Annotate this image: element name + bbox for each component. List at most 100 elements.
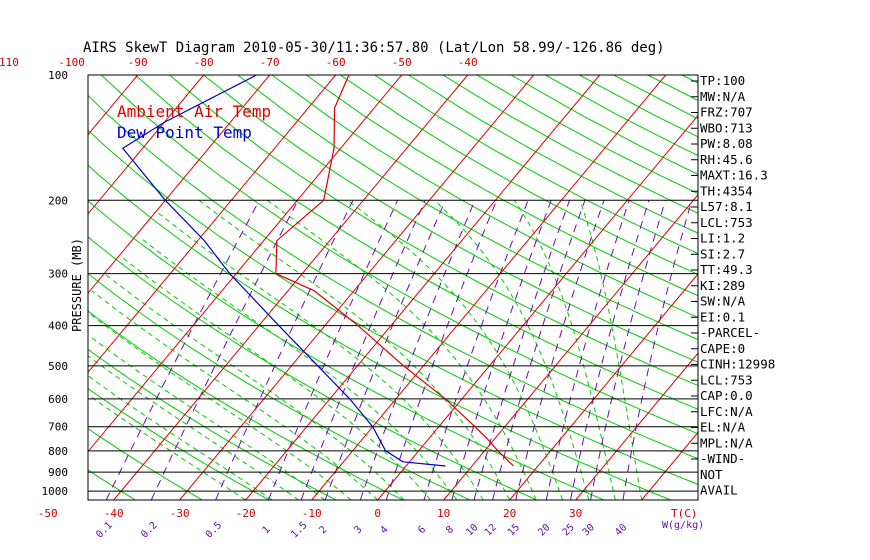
stat-item: RH:45.6 bbox=[700, 152, 753, 167]
mixing-ratio-line bbox=[359, 200, 476, 500]
top-temp-tick-label: -70 bbox=[260, 56, 280, 69]
isotherm bbox=[443, 193, 698, 500]
plot-frame bbox=[87, 74, 699, 501]
pressure-tick-label: 100 bbox=[48, 69, 68, 82]
dry-adiabat bbox=[271, 75, 698, 318]
dry-adiabat bbox=[88, 387, 270, 500]
dry-adiabat bbox=[134, 75, 698, 410]
stat-item: TT:49.3 bbox=[700, 262, 753, 277]
moist-adiabat bbox=[88, 355, 299, 500]
stat-item: AVAIL bbox=[700, 483, 738, 498]
legend-ambient-air-temp: Ambient Air Temp bbox=[117, 102, 271, 121]
stat-item: MPL:N/A bbox=[700, 435, 753, 450]
isotherm bbox=[377, 114, 698, 500]
isotherm bbox=[88, 75, 403, 453]
profile-layer bbox=[121, 75, 514, 467]
pressure-tick-label: 700 bbox=[48, 421, 68, 434]
mixing-ratio-line bbox=[105, 200, 260, 500]
top-temp-tick-label: -40 bbox=[458, 56, 478, 69]
pressure-tick-label: 400 bbox=[48, 320, 68, 333]
isotherm bbox=[575, 352, 698, 500]
moist-adiabat bbox=[139, 236, 458, 500]
isotherm bbox=[311, 75, 667, 500]
mixing-ratio-line bbox=[215, 200, 354, 500]
stat-item: LFC:N/A bbox=[700, 404, 753, 419]
mixing-ratio-line bbox=[385, 200, 498, 500]
pressure-tick-label: 1000 bbox=[42, 485, 69, 498]
dry-adiabat bbox=[88, 94, 698, 460]
stat-item: SI:2.7 bbox=[700, 246, 745, 261]
mixing-ratio-line bbox=[300, 200, 426, 500]
mixing-ratio-line bbox=[324, 200, 446, 500]
moist-adiabat bbox=[88, 334, 326, 500]
stat-item: L57:8.1 bbox=[700, 199, 753, 214]
stat-item: LCL:753 bbox=[700, 215, 753, 230]
stat-item: CAP:0.0 bbox=[700, 388, 753, 403]
isotherm bbox=[113, 75, 469, 500]
bottom-temp-tick-label: -50 bbox=[38, 507, 58, 520]
stats-panel: TP:100MW:N/AFRZ:707WBO:713PW:8.08RH:45.6… bbox=[691, 73, 775, 498]
pressure-tick-label: 500 bbox=[48, 360, 68, 373]
dry-adiabat bbox=[88, 273, 471, 500]
stat-item: CAPE:0 bbox=[700, 341, 745, 356]
dry-adiabat bbox=[88, 164, 671, 500]
mixing-ratio-line bbox=[451, 200, 552, 500]
top-temp-ticks: -120-110-100-90-80-70-60-50-40 bbox=[0, 56, 478, 69]
legend-dew-point-temp: Dew Point Temp bbox=[117, 123, 252, 142]
stat-item: CINH:12998 bbox=[700, 357, 775, 372]
stat-item: -PARCEL- bbox=[700, 325, 760, 340]
moist-adiabat bbox=[434, 199, 590, 500]
dry-adiabat bbox=[88, 129, 698, 485]
moist-adiabat bbox=[122, 257, 431, 500]
dry-adiabat bbox=[305, 75, 698, 297]
top-temp-tick-label: -60 bbox=[326, 56, 346, 69]
isotherm bbox=[88, 75, 337, 374]
top-temp-tick-label: -50 bbox=[392, 56, 412, 69]
moist-adiabat bbox=[158, 213, 484, 500]
stat-item: EL:N/A bbox=[700, 420, 746, 435]
pressure-tick-label: 600 bbox=[48, 393, 68, 406]
dew-point-temp-line bbox=[121, 75, 446, 467]
bottom-temp-tick-label: -30 bbox=[170, 507, 190, 520]
pressure-tick-label: 200 bbox=[48, 194, 68, 207]
top-temp-tick-label: -80 bbox=[194, 56, 214, 69]
mixing-ratio-line bbox=[515, 200, 605, 500]
pressure-tick-label: 800 bbox=[48, 445, 68, 458]
bottom-temp-tick-label: 30 bbox=[569, 507, 582, 520]
stat-item: FRZ:707 bbox=[700, 105, 753, 120]
stat-item: EI:0.1 bbox=[700, 309, 745, 324]
isotherm bbox=[179, 75, 535, 500]
pressure-ticks: 100 200 300 400 500 600 700 800 900 1000 bbox=[42, 69, 69, 498]
dry-adiabat bbox=[88, 428, 203, 500]
stat-item: TH:4354 bbox=[700, 183, 753, 198]
bottom-temp-tick-label: 20 bbox=[503, 507, 516, 520]
moist-adiabat bbox=[513, 200, 616, 500]
stat-item: LI:1.2 bbox=[700, 231, 745, 246]
dry-adiabat bbox=[374, 75, 698, 255]
bottom-unit-label: T(C) bbox=[671, 507, 698, 520]
pressure-tick-label: 300 bbox=[48, 268, 68, 281]
stat-item: MW:N/A bbox=[700, 89, 746, 104]
mixing-ratio-line bbox=[150, 200, 299, 500]
top-temp-tick-label: -110 bbox=[0, 56, 19, 69]
isotherm bbox=[245, 75, 601, 500]
mixing-unit-label: W(g/kg) bbox=[662, 520, 704, 531]
dry-adiabat bbox=[88, 236, 538, 500]
moist-adiabat bbox=[88, 311, 352, 500]
stat-item: TP:100 bbox=[700, 73, 745, 88]
dry-adiabat bbox=[340, 75, 698, 276]
grid-layer bbox=[88, 75, 698, 500]
stat-item: -WIND- bbox=[700, 451, 745, 466]
isotherm bbox=[509, 273, 698, 500]
moist-adiabat bbox=[266, 199, 537, 500]
dry-adiabat bbox=[100, 75, 698, 435]
stat-item: LCL:753 bbox=[700, 372, 753, 387]
stat-item: KI:289 bbox=[700, 278, 745, 293]
bottom-temp-tick-label: -10 bbox=[302, 507, 322, 520]
moist-adiabat bbox=[88, 375, 273, 500]
bottom-temp-ticks: -50 -40 -30 -20 -10 0 10 20 30 bbox=[38, 507, 583, 520]
dry-adiabat bbox=[88, 200, 604, 500]
isotherm bbox=[88, 75, 271, 294]
isobar-layer bbox=[87, 74, 699, 501]
